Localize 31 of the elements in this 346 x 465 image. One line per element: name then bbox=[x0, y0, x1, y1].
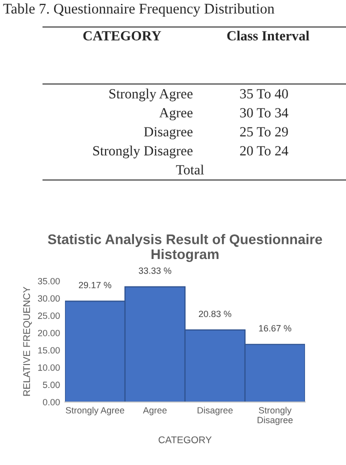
y-tick-label: 15.00 bbox=[38, 347, 60, 354]
y-tick-label: 20.00 bbox=[38, 330, 60, 336]
text: CATEGORY bbox=[83, 31, 162, 40]
chart-title: Statistic Analysis Result of Questionnaire Histogram bbox=[48, 234, 322, 262]
data-label: 29.17 % bbox=[78, 282, 112, 288]
data-label: 20.83 % bbox=[198, 310, 232, 318]
text: 30 To 34 bbox=[240, 108, 288, 118]
text: Table 7. Questionnaire Frequency Distribution bbox=[3, 3, 274, 17]
text: Strongly Agree bbox=[109, 88, 193, 102]
text: Total bbox=[176, 164, 204, 174]
x-tick-label: Disagree bbox=[198, 406, 233, 416]
text: 35 To 40 bbox=[240, 89, 288, 98]
data-label: 16.67 % bbox=[259, 325, 292, 332]
text: Disagree bbox=[144, 127, 193, 140]
text: 25 To 29 bbox=[240, 127, 288, 136]
x-tick-label: Strongly Agree bbox=[66, 406, 124, 416]
y-tick-label: 30.00 bbox=[38, 295, 60, 302]
x-tick-label: Strongly Disagree bbox=[258, 406, 293, 425]
y-axis-title: RELATIVE FREQUENCY bbox=[23, 286, 32, 396]
x-axis-title: CATEGORY bbox=[158, 436, 212, 444]
x-tick-label: Agree bbox=[142, 407, 167, 416]
y-tick-label: 0.00 bbox=[42, 398, 60, 406]
data-label: 33.33 % bbox=[138, 267, 172, 274]
y-tick-label: 10.00 bbox=[38, 364, 60, 371]
text: Strongly Disagree bbox=[93, 146, 193, 158]
text: Agree bbox=[159, 108, 193, 120]
y-tick-label: 5.00 bbox=[42, 382, 60, 388]
y-tick-label: 25.00 bbox=[38, 312, 60, 319]
text: 20 To 24 bbox=[240, 146, 288, 156]
y-tick-label: 35.00 bbox=[38, 278, 60, 284]
text: Class Interval bbox=[227, 30, 310, 40]
